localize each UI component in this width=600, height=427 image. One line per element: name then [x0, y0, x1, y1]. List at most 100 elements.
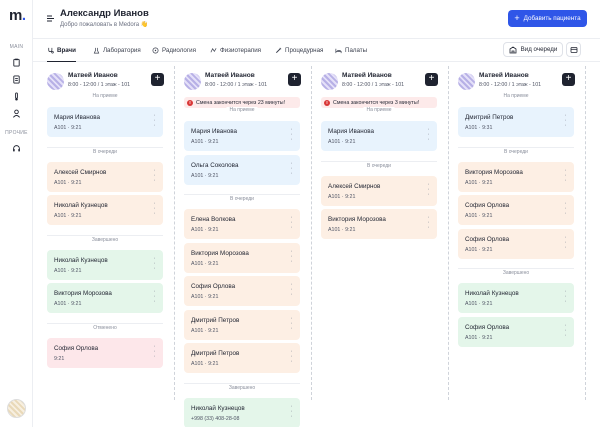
patient-card[interactable]: Николай Кузнецов +998 (33) 408-28-08 · · ·	[184, 397, 300, 427]
more-options-icon[interactable]: · · ·	[153, 200, 156, 217]
patient-info: A101 · 9:21	[328, 227, 356, 233]
patient-card[interactable]: Виктория Морозова A101 · 9:21 · · ·	[184, 242, 300, 273]
patient-card[interactable]: София Орлова A101 · 9:21 · · ·	[458, 316, 574, 347]
user-avatar[interactable]	[7, 399, 26, 418]
more-options-icon[interactable]: · · ·	[564, 233, 567, 251]
section-label: В очереди	[364, 162, 394, 169]
patient-card[interactable]: Дмитрий Петров A101 · 9:21 · · ·	[184, 343, 300, 373]
more-options-icon[interactable]: · · ·	[290, 281, 293, 298]
menu-icon[interactable]	[46, 14, 55, 23]
more-options-icon[interactable]: · · ·	[290, 214, 293, 231]
add-to-doctor-button[interactable]: +	[151, 73, 164, 86]
tab-laboratory[interactable]: Лаборатория	[93, 39, 141, 62]
more-options-icon[interactable]: · · ·	[290, 126, 293, 143]
patient-card[interactable]: Елена Волкова A101 · 9:21 · · ·	[184, 209, 300, 239]
section-divider	[184, 194, 300, 195]
patient-card[interactable]: Мария Иванова A101 · 9:21 · · ·	[47, 107, 163, 137]
doctor-avatar[interactable]	[47, 73, 64, 90]
shift-warning-text: Смена закончится через 23 минуты!	[196, 99, 286, 106]
patient-info: A101 · 9:21	[191, 361, 219, 367]
more-options-icon[interactable]: · · ·	[290, 348, 293, 365]
patient-name: София Орлова	[54, 344, 99, 352]
more-options-icon[interactable]: · · ·	[564, 200, 567, 217]
patient-card[interactable]: Виктория Морозова A101 · 9:21 · · ·	[458, 161, 574, 192]
clipboard-icon[interactable]	[11, 57, 22, 68]
doctor-schedule: 8:00 - 12:00 / 1 этаж - 101	[205, 82, 268, 88]
patient-card[interactable]: Ольга Соколова A101 · 9:21 · · ·	[184, 154, 300, 185]
doctor-name[interactable]: Матвей Иванов	[342, 72, 392, 79]
more-options-icon[interactable]: · · ·	[290, 159, 293, 177]
section-divider	[321, 160, 437, 162]
patient-card[interactable]: София Орлова A101 · 9:21 · · ·	[458, 195, 574, 225]
doctor-column: Матвей Иванов 8:00 - 12:00 / 1 этаж - 101…	[184, 66, 308, 427]
doctor-avatar[interactable]	[458, 73, 475, 90]
section-label: В очереди	[227, 196, 257, 202]
headset-icon[interactable]	[11, 143, 22, 154]
thermometer-icon[interactable]	[11, 91, 22, 102]
patient-card[interactable]: Алексей Смирнов A101 · 9:21 · · ·	[321, 175, 437, 206]
more-options-icon[interactable]: · · ·	[290, 314, 293, 332]
doctor-name[interactable]: Матвей Иванов	[68, 72, 118, 79]
more-options-icon[interactable]: · · ·	[427, 180, 430, 198]
tab-radiology[interactable]: Радиология	[152, 39, 196, 62]
more-options-icon[interactable]: · · ·	[564, 112, 567, 129]
tab-doctors[interactable]: Врачи	[47, 39, 76, 62]
patient-info: +998 (33) 408-28-08	[191, 415, 240, 422]
more-options-icon[interactable]: · · ·	[153, 342, 156, 360]
doctor-name[interactable]: Матвей Иванов	[205, 72, 255, 79]
layout-toggle-button[interactable]	[566, 42, 581, 57]
patient-card[interactable]: Николай Кузнецов A101 · 9:21 · · ·	[47, 249, 163, 280]
patient-card[interactable]: Николай Кузнецов A101 · 9:21 · · ·	[47, 195, 163, 225]
more-options-icon[interactable]: · · ·	[564, 321, 567, 339]
patient-card[interactable]: Николай Кузнецов A101 · 9:21 · · ·	[458, 283, 574, 313]
patient-info: A101 · 9:21	[191, 172, 219, 179]
patient-name: София Орлова	[465, 202, 510, 209]
add-patient-button[interactable]: + Добавить пациента	[508, 10, 587, 27]
shift-warning: ! Смена закончится через 3 минуты!	[321, 97, 437, 108]
more-options-icon[interactable]: · · ·	[153, 254, 156, 272]
patient-card[interactable]: София Орлова A101 · 9:21 · · ·	[458, 228, 574, 259]
patient-card[interactable]: Дмитрий Петров A101 · 9:21 · · ·	[184, 309, 300, 340]
add-to-doctor-button[interactable]: +	[288, 73, 301, 86]
doctor-column: Матвей Иванов 8:00 - 12:00 / 1 этаж - 101…	[321, 66, 445, 427]
more-options-icon[interactable]: · · ·	[564, 166, 567, 184]
section-label: На приеме	[500, 93, 532, 99]
section-divider	[458, 146, 574, 148]
more-options-icon[interactable]: · · ·	[564, 288, 567, 305]
patient-info: A101 · 9:21	[191, 327, 219, 334]
patient-info: 9:21	[54, 355, 65, 362]
patient-info: A101 · 9:21	[465, 301, 493, 307]
patient-name: Алексей Смирнов	[54, 168, 107, 176]
more-options-icon[interactable]: · · ·	[153, 166, 156, 184]
patient-card[interactable]: Дмитрий Петров A101 · 9:31 · · ·	[458, 107, 574, 137]
patient-card[interactable]: София Орлова 9:21 · · ·	[47, 337, 163, 368]
doctor-avatar[interactable]	[184, 73, 201, 90]
patient-card[interactable]: Алексей Смирнов A101 · 9:21 · · ·	[47, 161, 163, 192]
add-to-doctor-button[interactable]: +	[425, 73, 438, 86]
patient-card[interactable]: София Орлова A101 · 9:21 · · ·	[184, 276, 300, 306]
tab-procedures[interactable]: Процедурная	[275, 39, 323, 62]
document-icon[interactable]	[11, 74, 22, 85]
tab-wards[interactable]: Палаты	[335, 39, 367, 62]
logo[interactable]: m.	[9, 7, 26, 24]
doctor-avatar[interactable]	[321, 73, 338, 90]
add-to-doctor-button[interactable]: +	[562, 73, 575, 86]
sidebar: m. MAIN ПРОЧИЕ	[0, 0, 33, 427]
patient-card[interactable]: Виктория Морозова A101 · 9:21 · · ·	[47, 283, 163, 313]
patient-card[interactable]: Виктория Морозова A101 · 9:21 · · ·	[321, 209, 437, 239]
tab-physiotherapy[interactable]: Физиотерапия	[210, 39, 261, 62]
patient-card[interactable]: Мария Иванова A101 · 9:21 · · ·	[321, 121, 437, 151]
more-options-icon[interactable]: · · ·	[427, 126, 430, 143]
user-icon[interactable]	[11, 108, 22, 119]
column-separator	[311, 66, 312, 400]
patient-info: A101 · 9:21	[328, 193, 356, 200]
more-options-icon[interactable]: · · ·	[153, 112, 156, 129]
queue-view-button[interactable]: Вид очереди	[503, 42, 563, 57]
more-options-icon[interactable]: · · ·	[290, 402, 293, 420]
more-options-icon[interactable]: · · ·	[290, 247, 293, 265]
patient-card[interactable]: Мария Иванова A101 · 9:21 · · ·	[184, 121, 300, 151]
doctor-header: Матвей Иванов 8:00 - 12:00 / 1 этаж - 101…	[321, 72, 445, 92]
more-options-icon[interactable]: · · ·	[153, 288, 156, 305]
doctor-name[interactable]: Матвей Иванов	[479, 72, 529, 79]
more-options-icon[interactable]: · · ·	[427, 214, 430, 231]
